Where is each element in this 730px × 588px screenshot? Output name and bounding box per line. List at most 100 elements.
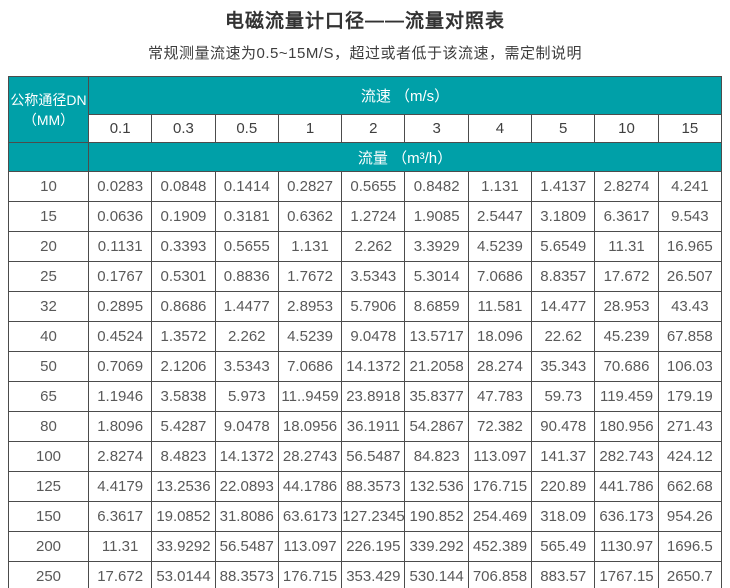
- flow-value-cell: 28.2743: [277, 441, 343, 472]
- flow-value-cell: 11.31: [594, 231, 659, 262]
- flow-value-cell: 8.8357: [531, 261, 596, 292]
- table-row: 25 0.1767 0.5301 0.8836 1.7672 3.5343 5.3014 7.…: [8, 261, 723, 292]
- flow-value-cell: 190.852: [404, 501, 469, 532]
- flow-value-cell: 56.5487: [341, 441, 406, 472]
- speed-col-header: 1: [277, 114, 343, 143]
- flow-value-cell: 0.1414: [214, 171, 279, 202]
- flow-value-cell: 1130.97: [594, 531, 659, 562]
- flow-value-cell: 452.389: [467, 531, 533, 562]
- flow-value-cell: 2.262: [214, 321, 279, 352]
- flow-value-cell: 1.1946: [87, 381, 153, 412]
- flow-value-cell: 13.2536: [151, 471, 216, 502]
- dn-cell: 10: [8, 171, 89, 202]
- flow-value-cell: 0.3393: [151, 231, 216, 262]
- flow-value-cell: 4.5239: [277, 321, 343, 352]
- flow-value-cell: 9.543: [657, 201, 723, 232]
- flow-value-cell: 22.0893: [214, 471, 279, 502]
- flow-value-cell: 33.9292: [151, 531, 216, 562]
- dn-cell: 25: [8, 261, 89, 292]
- flow-value-cell: 883.57: [531, 561, 596, 588]
- flow-value-cell: 565.49: [531, 531, 596, 562]
- table-row: 50 0.7069 2.1206 3.5343 7.0686 14.1372 21.2058…: [8, 351, 723, 382]
- speed-col-header: 0.1: [87, 114, 153, 143]
- flow-value-cell: 1.4137: [531, 171, 596, 202]
- flow-value-cell: 19.0852: [151, 501, 216, 532]
- flow-value-cell: 72.382: [467, 411, 533, 442]
- flow-value-cell: 1767.15: [594, 561, 659, 588]
- flow-value-cell: 16.965: [657, 231, 723, 262]
- flow-value-cell: 14.1372: [341, 351, 406, 382]
- flow-value-cell: 141.37: [531, 441, 596, 472]
- speed-col-header: 0.3: [151, 114, 216, 143]
- flow-value-cell: 22.62: [531, 321, 596, 352]
- flow-value-cell: 5.4287: [151, 411, 216, 442]
- flow-value-cell: 353.429: [341, 561, 406, 588]
- flow-value-cell: 11.31: [87, 531, 153, 562]
- flow-value-cell: 90.478: [531, 411, 596, 442]
- dn-cell: 15: [8, 201, 89, 232]
- flow-value-cell: 127.2345: [341, 501, 406, 532]
- flow-value-cell: 26.507: [657, 261, 723, 292]
- flow-value-cell: 3.1809: [531, 201, 596, 232]
- corner-header-dn: 公称通径DN （MM）: [8, 76, 89, 143]
- flow-value-cell: 954.26: [657, 501, 723, 532]
- group-header-row: 公称通径DN （MM） 流速 （m/s）: [8, 76, 722, 143]
- speed-col-header: 4: [467, 114, 533, 143]
- flow-value-cell: 23.8918: [341, 381, 406, 412]
- dn-cell: 65: [8, 381, 89, 412]
- flow-value-cell: 1.2724: [341, 201, 406, 232]
- flow-value-cell: 54.2867: [404, 411, 469, 442]
- flow-value-cell: 0.1909: [151, 201, 216, 232]
- flow-value-cell: 176.715: [277, 561, 343, 588]
- flow-value-cell: 56.5487: [214, 531, 279, 562]
- table-row: 250 17.672 53.0144 88.3573 176.715 353.429 530…: [8, 561, 723, 588]
- flow-value-cell: 18.0956: [277, 411, 343, 442]
- flow-value-cell: 11.581: [467, 291, 533, 322]
- flow-value-cell: 0.0848: [151, 171, 216, 202]
- flow-value-cell: 3.3929: [404, 231, 469, 262]
- flow-value-cell: 6.3617: [594, 201, 659, 232]
- flow-value-cell: 0.1131: [87, 231, 153, 262]
- flow-value-cell: 70.686: [594, 351, 659, 382]
- flow-value-cell: 706.858: [467, 561, 533, 588]
- flow-value-cell: 13.5717: [404, 321, 469, 352]
- dn-cell: 125: [8, 471, 89, 502]
- flow-value-cell: 35.8377: [404, 381, 469, 412]
- speed-values-row: 0.1 0.3 0.5 1 2 3 4 5 10 15: [9, 114, 723, 143]
- flow-value-cell: 4.5239: [467, 231, 533, 262]
- flow-value-cell: 1696.5: [657, 531, 723, 562]
- flow-value-cell: 4.4179: [87, 471, 153, 502]
- flow-value-cell: 254.469: [467, 501, 533, 532]
- table-row: 10 0.0283 0.0848 0.1414 0.2827 0.5655 0.8482 1.…: [8, 171, 723, 202]
- flow-value-cell: 339.292: [404, 531, 469, 562]
- flow-value-cell: 1.131: [467, 171, 533, 202]
- flow-value-cell: 530.144: [404, 561, 469, 588]
- flow-value-cell: 31.8086: [214, 501, 279, 532]
- dn-cell: 20: [8, 231, 89, 262]
- flow-value-cell: 636.173: [594, 501, 659, 532]
- flow-value-cell: 28.953: [594, 291, 659, 322]
- dn-cell: 200: [8, 531, 89, 562]
- speed-group-header: 流速 （m/s）: [88, 76, 722, 115]
- flow-value-cell: 47.783: [467, 381, 533, 412]
- flow-value-cell: 1.4477: [214, 291, 279, 322]
- flow-value-cell: 1.7672: [277, 261, 343, 292]
- flow-value-cell: 132.536: [404, 471, 469, 502]
- flow-value-cell: 1.131: [277, 231, 343, 262]
- flow-value-cell: 3.5838: [151, 381, 216, 412]
- flow-value-cell: 84.823: [404, 441, 469, 472]
- flow-value-cell: 14.477: [531, 291, 596, 322]
- flow-value-cell: 0.5655: [214, 231, 279, 262]
- flow-value-cell: 5.6549: [531, 231, 596, 262]
- flow-value-cell: 0.8686: [151, 291, 216, 322]
- flow-value-cell: 424.12: [657, 441, 723, 472]
- flow-value-cell: 180.956: [594, 411, 659, 442]
- flow-value-cell: 63.6173: [277, 501, 343, 532]
- flow-value-cell: 0.0636: [87, 201, 153, 232]
- speed-col-header: 10: [594, 114, 659, 143]
- flow-value-cell: 662.68: [657, 471, 723, 502]
- flow-value-cell: 5.973: [214, 381, 279, 412]
- speed-col-header: 15: [657, 114, 723, 143]
- dn-cell: 250: [8, 561, 89, 588]
- table-row: 200 11.31 33.9292 56.5487 113.097 226.195 339.…: [8, 531, 723, 562]
